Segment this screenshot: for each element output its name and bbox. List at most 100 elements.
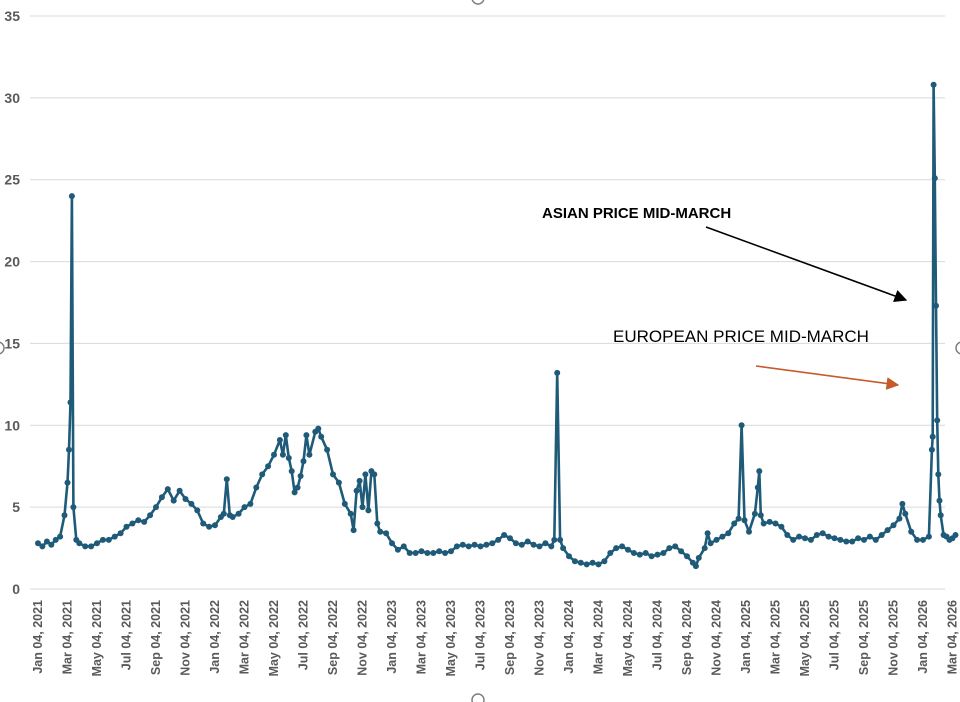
x-tick-label: Mar 04, 2025 xyxy=(769,600,783,674)
data-point xyxy=(630,550,637,556)
data-point xyxy=(684,553,690,560)
data-point xyxy=(766,518,773,525)
data-point xyxy=(935,471,942,478)
data-point xyxy=(164,486,171,493)
data-point xyxy=(279,451,286,458)
data-point xyxy=(39,543,46,550)
data-point xyxy=(64,479,71,486)
data-point xyxy=(751,510,758,517)
data-point xyxy=(595,561,602,568)
data-point xyxy=(129,520,136,527)
gridlines xyxy=(30,15,945,590)
data-point xyxy=(52,536,59,543)
data-point xyxy=(297,473,304,479)
data-point xyxy=(554,369,561,376)
data-point xyxy=(259,471,266,478)
data-point xyxy=(253,484,260,491)
data-point xyxy=(424,550,431,556)
data-point xyxy=(365,507,372,514)
data-point xyxy=(300,458,307,465)
data-point xyxy=(825,533,832,540)
data-point xyxy=(223,476,230,483)
data-point xyxy=(123,523,130,530)
data-point xyxy=(741,517,748,524)
y-tick-label: 15 xyxy=(4,335,20,351)
series-price xyxy=(35,81,959,570)
data-point xyxy=(335,479,342,486)
data-point xyxy=(707,540,714,547)
data-point xyxy=(925,533,932,540)
data-point xyxy=(831,535,838,542)
data-point xyxy=(76,540,83,547)
y-tick-label: 35 xyxy=(4,8,20,24)
data-point xyxy=(807,536,814,543)
x-axis: Jan 04, 2021 Mar 04, 2021 May 04, 2021 Jul … xyxy=(31,600,960,677)
data-point xyxy=(784,532,791,538)
data-point xyxy=(271,451,277,458)
data-point xyxy=(111,533,118,540)
data-point xyxy=(695,554,702,561)
x-tick-label: Mar 04, 2022 xyxy=(238,600,252,674)
data-point xyxy=(442,550,449,556)
data-point xyxy=(660,550,667,556)
x-tick-label: Sep 04, 2022 xyxy=(326,600,340,675)
data-point xyxy=(483,541,490,548)
data-point xyxy=(341,500,348,507)
data-point xyxy=(282,432,289,439)
data-point xyxy=(170,497,177,504)
data-point xyxy=(746,528,752,535)
data-point xyxy=(294,484,301,491)
data-point xyxy=(607,550,614,556)
data-point xyxy=(872,536,879,543)
data-point xyxy=(362,471,369,478)
data-point xyxy=(459,541,466,548)
resize-handle-top[interactable] xyxy=(471,0,485,5)
resize-handle-left[interactable] xyxy=(0,341,5,355)
data-point xyxy=(285,455,292,461)
data-point xyxy=(418,548,425,555)
data-point xyxy=(530,541,537,548)
resize-handle-bottom[interactable] xyxy=(471,693,485,702)
x-tick-label: Sep 04, 2024 xyxy=(680,600,694,675)
data-point xyxy=(276,437,283,443)
data-point xyxy=(105,536,112,543)
data-point xyxy=(929,433,936,440)
data-point xyxy=(692,563,699,570)
data-point xyxy=(507,535,513,542)
x-tick-label: Jan 04, 2022 xyxy=(208,600,222,674)
data-point xyxy=(819,530,826,537)
y-tick-label: 20 xyxy=(4,254,20,270)
data-point xyxy=(153,504,159,511)
data-point xyxy=(371,471,378,478)
data-point xyxy=(536,543,543,550)
y-tick-label: 25 xyxy=(4,172,20,188)
data-point xyxy=(374,520,381,527)
x-tick-label: May 04, 2025 xyxy=(798,600,812,676)
data-point xyxy=(324,446,331,453)
data-point xyxy=(35,540,41,547)
data-point xyxy=(902,510,909,517)
data-point xyxy=(194,507,201,514)
data-point xyxy=(43,538,50,545)
data-point xyxy=(377,528,384,535)
x-tick-label: Jul 04, 2021 xyxy=(120,600,134,670)
data-point xyxy=(212,522,218,529)
data-point xyxy=(548,543,555,550)
data-point xyxy=(188,500,195,507)
data-point xyxy=(66,446,72,453)
data-point xyxy=(936,497,943,504)
x-tick-label: Jul 04, 2023 xyxy=(474,600,488,670)
data-point xyxy=(952,532,959,538)
data-point xyxy=(937,512,944,519)
data-point xyxy=(57,533,64,540)
data-point xyxy=(353,487,360,494)
data-point xyxy=(934,417,941,424)
data-point xyxy=(200,520,207,527)
resize-handle-right[interactable] xyxy=(955,341,960,355)
x-tick-label: May 04, 2022 xyxy=(267,600,281,676)
data-point xyxy=(837,536,844,543)
data-point xyxy=(843,538,850,545)
data-point xyxy=(48,541,55,548)
